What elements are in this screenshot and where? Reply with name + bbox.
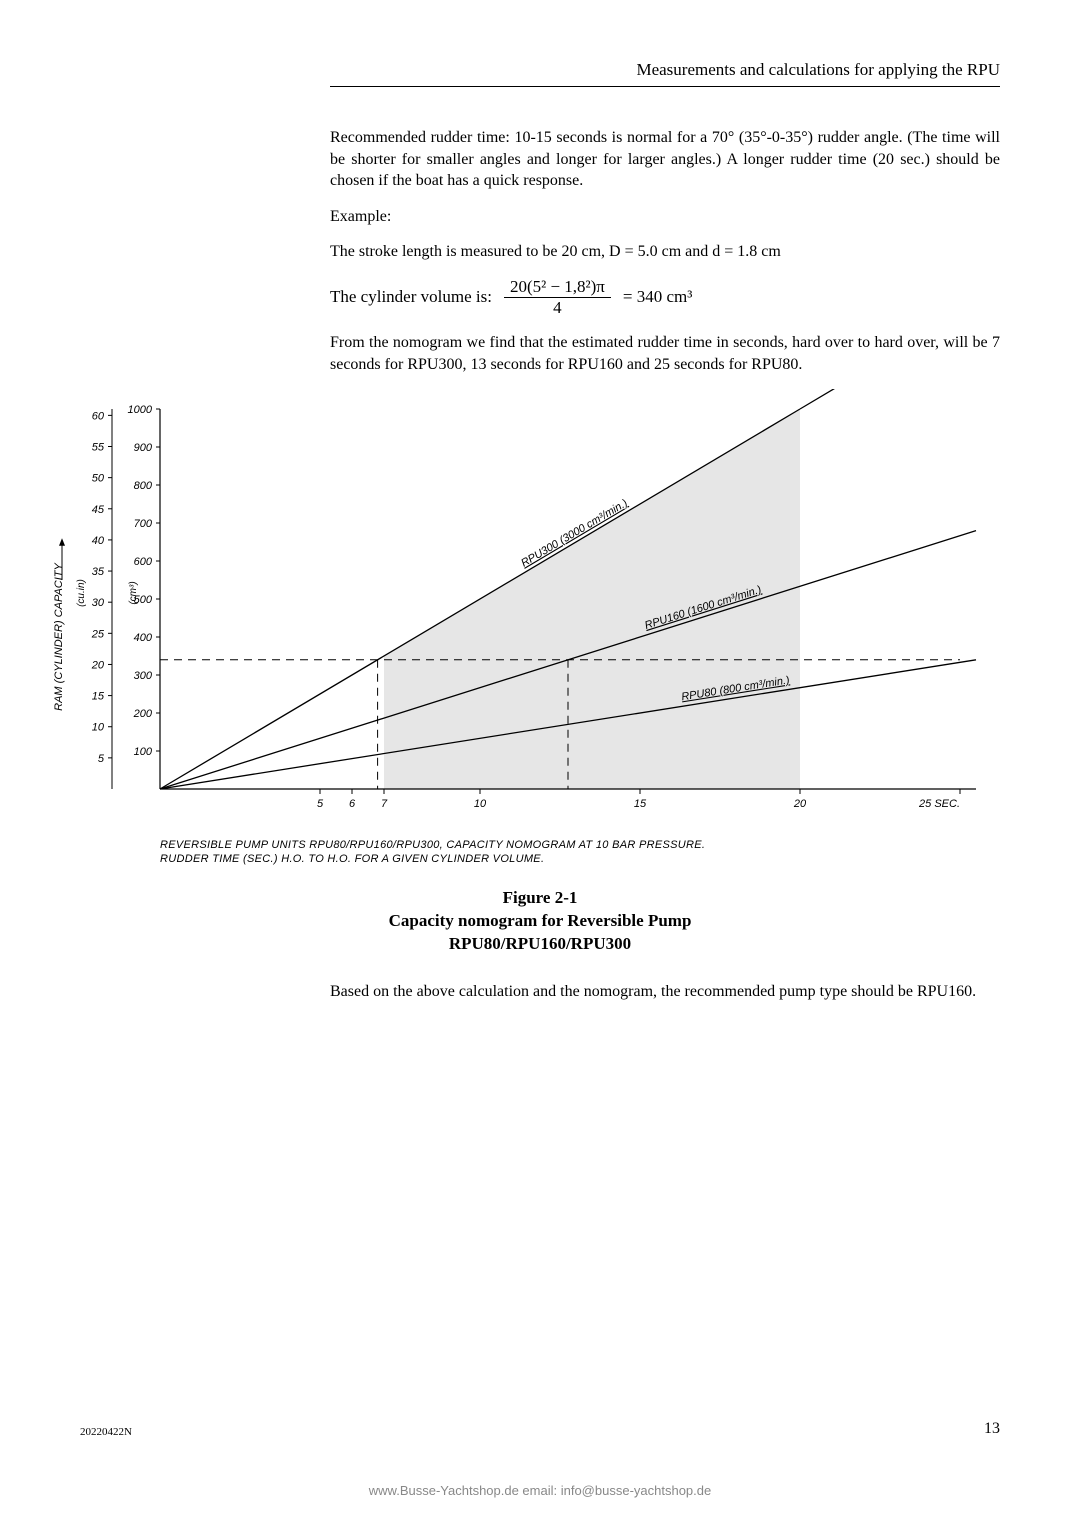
svg-text:600: 600 [134, 556, 153, 568]
svg-text:25: 25 [91, 628, 105, 640]
document-id: 20220422N [80, 1426, 132, 1438]
svg-text:10: 10 [92, 722, 105, 734]
svg-text:40: 40 [92, 535, 105, 547]
nomogram-figure: 1002003004005006007008009001000510152025… [40, 389, 1040, 955]
svg-text:45: 45 [92, 504, 105, 516]
svg-text:60: 60 [92, 411, 105, 423]
svg-text:200: 200 [133, 708, 153, 720]
footer-contact: www.Busse-Yachtshop.de email: info@busse… [0, 1483, 1080, 1498]
svg-text:15: 15 [92, 691, 105, 703]
svg-text:55: 55 [92, 442, 105, 454]
formula-denominator: 4 [547, 298, 568, 318]
svg-text:1000: 1000 [128, 404, 153, 416]
svg-text:30: 30 [92, 597, 105, 609]
figure-title-2: Capacity nomogram for Reversible Pump [389, 911, 692, 930]
svg-text:5: 5 [98, 753, 105, 765]
header-title: Measurements and calculations for applyi… [636, 60, 1000, 79]
svg-text:400: 400 [134, 632, 153, 644]
svg-text:6: 6 [349, 798, 356, 810]
page-number: 13 [984, 1420, 1000, 1438]
svg-text:700: 700 [134, 518, 153, 530]
figure-title-1: Figure 2-1 [503, 888, 578, 907]
svg-text:20: 20 [793, 798, 807, 810]
page-header: Measurements and calculations for applyi… [330, 60, 1000, 87]
svg-text:35: 35 [92, 566, 105, 578]
svg-text:7: 7 [381, 798, 388, 810]
nomogram-chart: 1002003004005006007008009001000510152025… [40, 389, 1000, 829]
formula-fraction: 20(5² − 1,8²)π 4 [504, 277, 611, 318]
formula-lead: The cylinder volume is: [330, 287, 492, 307]
svg-text:(cu.in): (cu.in) [76, 579, 87, 607]
svg-text:300: 300 [134, 670, 153, 682]
svg-text:20: 20 [91, 660, 105, 672]
figure-title: Figure 2-1 Capacity nomogram for Reversi… [40, 887, 1040, 956]
svg-text:25 SEC.: 25 SEC. [918, 798, 960, 810]
formula-result: = 340 cm³ [623, 287, 692, 307]
paragraph-conclusion: Based on the above calculation and the n… [330, 981, 1000, 1003]
svg-text:RAM (CYLINDER) CAPACITY: RAM (CYLINDER) CAPACITY [53, 563, 65, 711]
svg-text:50: 50 [92, 473, 105, 485]
cylinder-volume-formula: The cylinder volume is: 20(5² − 1,8²)π 4… [330, 277, 1000, 318]
paragraph-nomogram-result: From the nomogram we find that the estim… [330, 332, 1000, 375]
paragraph-stroke: The stroke length is measured to be 20 c… [330, 241, 1000, 263]
caption-line-2: RUDDER TIME (SEC.) H.O. TO H.O. FOR A GI… [160, 853, 544, 865]
formula-numerator: 20(5² − 1,8²)π [504, 277, 611, 298]
chart-caption: REVERSIBLE PUMP UNITS RPU80/RPU160/RPU30… [160, 838, 1040, 867]
svg-text:(cm³): (cm³) [128, 581, 139, 604]
svg-text:900: 900 [134, 442, 153, 454]
paragraph-recommended: Recommended rudder time: 10-15 seconds i… [330, 127, 1000, 192]
caption-line-1: REVERSIBLE PUMP UNITS RPU80/RPU160/RPU30… [160, 839, 705, 851]
svg-text:15: 15 [634, 798, 647, 810]
figure-title-3: RPU80/RPU160/RPU300 [449, 934, 631, 953]
svg-text:5: 5 [317, 798, 324, 810]
svg-text:800: 800 [134, 480, 153, 492]
paragraph-example-label: Example: [330, 206, 1000, 228]
svg-text:10: 10 [474, 798, 487, 810]
svg-text:100: 100 [134, 746, 153, 758]
